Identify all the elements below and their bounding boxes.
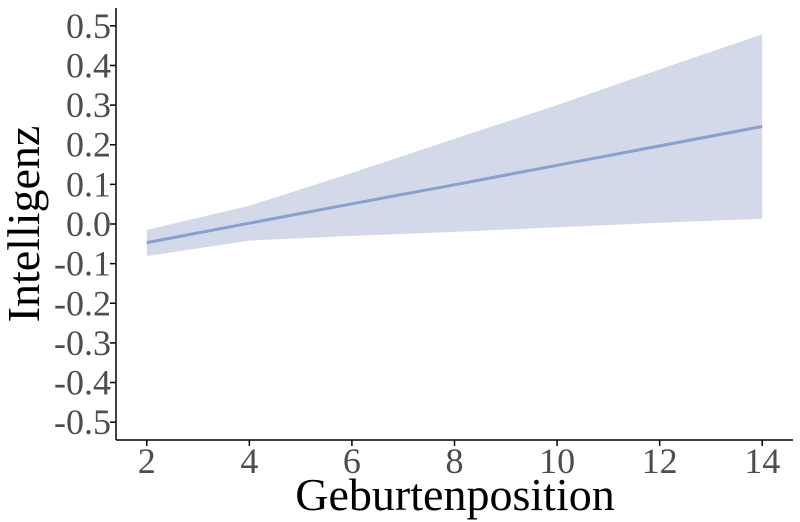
regression-line — [146, 125, 763, 245]
x-tick-label: 4 — [240, 441, 258, 481]
y-tick-label: -0.5 — [54, 402, 111, 442]
confidence-band — [146, 34, 763, 257]
x-tick-label: 12 — [642, 441, 678, 481]
y-tick-label: -0.1 — [54, 244, 111, 284]
y-axis-title: Intelligenz — [0, 126, 49, 323]
x-tick-label: 6 — [343, 441, 361, 481]
x-tick-label: 2 — [138, 441, 156, 481]
x-tick-label: 10 — [539, 441, 575, 481]
y-tick-label: 0.4 — [66, 45, 111, 85]
y-tick-label: 0.1 — [66, 164, 111, 204]
y-axis-ticks: 0.50.40.30.20.10.0-0.1-0.2-0.3-0.4-0.5 — [54, 6, 116, 442]
regression-line-layer — [146, 125, 763, 245]
y-tick-label: 0.5 — [66, 6, 111, 46]
x-tick-label: 14 — [744, 441, 780, 481]
confidence-band-layer — [146, 34, 763, 257]
y-tick-label: 0.0 — [66, 204, 111, 244]
y-tick-label: -0.2 — [54, 283, 111, 323]
x-axis-title: Geburtenposition — [295, 469, 614, 520]
y-tick-label: 0.3 — [66, 85, 111, 125]
x-axis-ticks: 2 4 6 8 10 12 14 — [138, 440, 780, 481]
y-tick-label: -0.3 — [54, 323, 111, 363]
y-tick-label: 0.2 — [66, 125, 111, 165]
x-tick-label: 8 — [446, 441, 464, 481]
y-tick-label: -0.4 — [54, 363, 111, 403]
